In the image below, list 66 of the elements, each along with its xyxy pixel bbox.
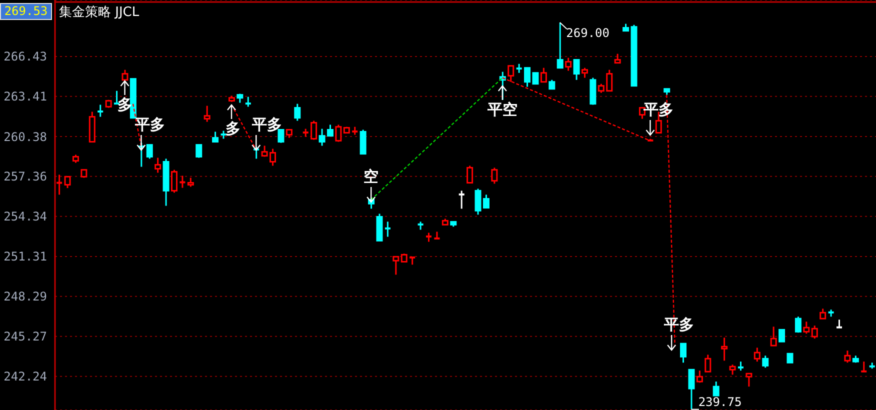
annotation: 239.75 (698, 395, 742, 409)
annotation: 平空 (487, 100, 518, 118)
candlestick (64, 176, 71, 189)
candlestick (688, 368, 695, 410)
candlestick (794, 316, 802, 334)
candlestick (762, 354, 769, 368)
candlestick (146, 144, 153, 160)
candlestick (204, 105, 210, 123)
annotation: 平多 (135, 116, 166, 134)
candlestick (712, 380, 720, 396)
candlestick (844, 350, 851, 364)
annotation: 269.00 (566, 26, 610, 40)
candlestick (754, 346, 760, 362)
candlestick (638, 107, 646, 120)
y-tick-label: 245.27 (4, 330, 47, 344)
candlestick (696, 370, 703, 384)
y-tick-label: 248.29 (4, 290, 47, 304)
candlestick (704, 354, 712, 372)
candlestick (154, 157, 162, 174)
candlestick (680, 342, 687, 364)
candlestick (556, 22, 564, 69)
candlestick (196, 144, 202, 159)
annotation: 空 (364, 168, 379, 186)
annotation: 平多 (664, 316, 694, 334)
candlestick (335, 124, 342, 143)
candlestick (811, 324, 818, 340)
candlestick (590, 77, 596, 106)
candlestick (466, 164, 474, 184)
text: 269.53 (0, 3, 52, 20)
candlestick (803, 320, 810, 334)
y-tick-label: 254.34 (4, 210, 47, 224)
y-tick-label: 266.43 (4, 50, 47, 64)
candlestick (180, 175, 186, 189)
candlestick (573, 59, 580, 81)
candlestick (581, 67, 588, 79)
candlestick (820, 308, 826, 320)
candlestick (770, 326, 777, 346)
candlestick (294, 103, 301, 122)
y-tick-label: 260.38 (4, 130, 47, 144)
annotation: 多 (226, 120, 241, 138)
candlestick (170, 169, 178, 194)
candlestick (540, 67, 547, 83)
annotation: 平多 (252, 116, 282, 134)
y-tick-label: 263.41 (4, 90, 47, 104)
candlestick (114, 90, 120, 105)
candlestick (458, 190, 464, 210)
candlestick (56, 174, 62, 196)
candlestick (212, 130, 219, 143)
y-tick-label: 251.31 (4, 250, 47, 264)
candlestick (491, 166, 498, 184)
candlestick (384, 220, 390, 238)
candlestick (392, 256, 400, 276)
candlestick (861, 360, 867, 372)
candlestick (98, 104, 104, 118)
candlestick (376, 212, 383, 242)
candlestick (746, 372, 752, 388)
candlestick (729, 364, 736, 376)
candlestick (360, 128, 366, 155)
candlestick (245, 96, 251, 108)
candlestick (778, 328, 786, 342)
candlestick (721, 336, 728, 362)
y-tick-label: 257.36 (4, 170, 47, 184)
chart-title: 集金策略 JJCL (59, 4, 140, 21)
candlestick (565, 57, 572, 72)
y-tick-label: 242.24 (4, 370, 47, 384)
candlestick (310, 120, 318, 141)
